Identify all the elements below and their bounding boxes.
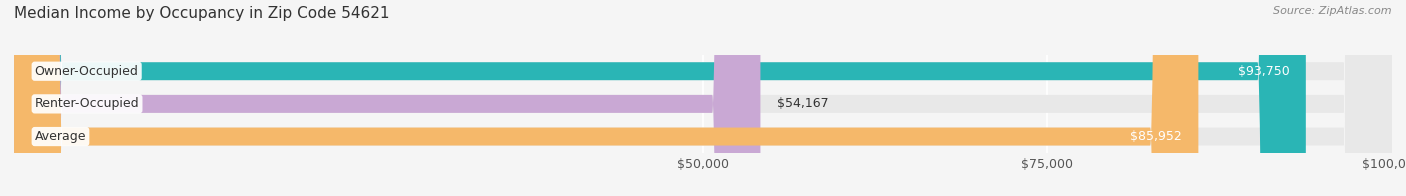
Text: Renter-Occupied: Renter-Occupied	[35, 97, 139, 110]
FancyBboxPatch shape	[14, 0, 1392, 196]
FancyBboxPatch shape	[14, 0, 1392, 196]
FancyBboxPatch shape	[14, 0, 1392, 196]
Text: $54,167: $54,167	[778, 97, 828, 110]
Text: Median Income by Occupancy in Zip Code 54621: Median Income by Occupancy in Zip Code 5…	[14, 6, 389, 21]
FancyBboxPatch shape	[14, 0, 761, 196]
Text: $93,750: $93,750	[1237, 65, 1289, 78]
Text: Average: Average	[35, 130, 86, 143]
Text: Owner-Occupied: Owner-Occupied	[35, 65, 139, 78]
FancyBboxPatch shape	[14, 0, 1198, 196]
Text: Source: ZipAtlas.com: Source: ZipAtlas.com	[1274, 6, 1392, 16]
Text: $85,952: $85,952	[1130, 130, 1182, 143]
FancyBboxPatch shape	[14, 0, 1306, 196]
